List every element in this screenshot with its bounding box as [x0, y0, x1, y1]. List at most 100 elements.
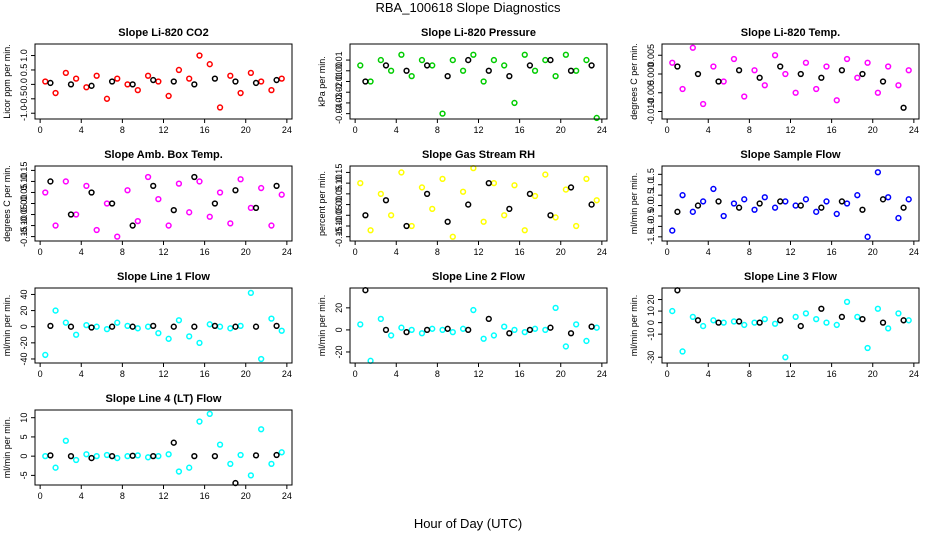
- point: [593, 197, 600, 204]
- x-tick-label: 24: [282, 247, 292, 257]
- y-tick-label: -1.0: [646, 219, 656, 235]
- y-tick-label: 5: [19, 434, 29, 439]
- point: [699, 198, 707, 205]
- y-tick-label: 0.0: [646, 199, 656, 212]
- point: [823, 319, 830, 326]
- point: [52, 89, 59, 97]
- point: [278, 191, 285, 198]
- point: [552, 72, 559, 80]
- point: [547, 324, 554, 331]
- point: [418, 330, 426, 337]
- x-tick-label: 8: [435, 125, 440, 135]
- point: [227, 325, 234, 332]
- point: [900, 204, 907, 211]
- point: [859, 70, 866, 78]
- plot-frame: [349, 287, 608, 364]
- x-tick-label: 24: [282, 125, 292, 135]
- point: [588, 62, 595, 69]
- panel-title: Slope Line 1 Flow: [117, 271, 210, 283]
- point: [843, 200, 851, 207]
- y-tick-label: 0.5: [646, 189, 656, 202]
- point: [247, 472, 255, 479]
- point: [108, 453, 116, 460]
- point: [88, 82, 95, 89]
- point: [362, 212, 369, 219]
- point: [144, 454, 152, 461]
- point: [506, 205, 513, 213]
- point: [465, 56, 472, 64]
- point: [83, 182, 90, 190]
- y-tick-label: -0.10: [19, 215, 29, 236]
- point: [67, 211, 75, 218]
- point: [88, 189, 95, 196]
- point: [777, 63, 784, 70]
- x-tick-label: 24: [282, 491, 292, 501]
- point: [268, 87, 275, 94]
- point: [699, 100, 707, 108]
- point: [854, 313, 861, 320]
- point: [761, 194, 768, 201]
- point: [854, 74, 861, 81]
- point: [232, 323, 239, 330]
- x-tick-label: 24: [909, 369, 919, 379]
- point: [278, 75, 285, 82]
- x-tick-label: 4: [706, 125, 711, 135]
- point: [679, 192, 686, 199]
- point: [720, 319, 727, 326]
- point: [206, 213, 213, 220]
- point: [134, 87, 141, 94]
- point: [216, 189, 224, 196]
- point: [751, 319, 758, 326]
- point: [567, 184, 575, 191]
- point: [247, 289, 255, 296]
- point: [771, 204, 779, 211]
- x-tick-label: 4: [706, 247, 711, 257]
- point: [439, 110, 446, 117]
- x-tick-label: 4: [79, 125, 84, 135]
- y-axis-label: ml/min per min.: [629, 295, 639, 357]
- point: [367, 357, 374, 364]
- y-tick-label: 0: [19, 324, 29, 329]
- point: [802, 310, 810, 317]
- point: [674, 63, 681, 70]
- point: [42, 189, 49, 196]
- point: [134, 452, 141, 459]
- point: [833, 210, 840, 218]
- point: [67, 81, 75, 88]
- point: [72, 211, 80, 218]
- y-tick-label: 0.00: [19, 195, 29, 213]
- point: [196, 339, 203, 346]
- y-tick-label: 0.00: [334, 196, 344, 214]
- point: [398, 169, 405, 176]
- point: [387, 67, 395, 74]
- x-tick-label: 12: [158, 247, 168, 257]
- x-tick-label: 8: [435, 369, 440, 379]
- point: [674, 287, 681, 294]
- point: [403, 328, 410, 336]
- point: [506, 330, 513, 337]
- point: [129, 81, 136, 88]
- point: [777, 198, 784, 205]
- y-axis-label: ml/min per min.: [629, 173, 639, 235]
- point: [588, 323, 595, 330]
- point: [802, 59, 810, 66]
- point: [237, 322, 244, 330]
- point: [593, 324, 600, 331]
- x-tick-label: 8: [747, 369, 752, 379]
- point: [88, 324, 95, 331]
- point: [398, 324, 405, 331]
- x-tick-label: 24: [909, 125, 919, 135]
- point: [864, 59, 871, 66]
- panel: Slope Gas Stream RH percent per min. 0 4 8 12…: [317, 149, 608, 257]
- point: [175, 66, 183, 74]
- point: [144, 173, 152, 181]
- point: [83, 451, 90, 458]
- point: [730, 200, 738, 207]
- point: [72, 331, 80, 338]
- point: [526, 190, 534, 198]
- panel: Slope Amb. Box Temp. degrees C per min. 0 4…: [2, 149, 293, 257]
- point: [813, 208, 820, 215]
- y-tick-label: -0.05: [334, 205, 344, 226]
- x-tick-label: 0: [665, 369, 670, 379]
